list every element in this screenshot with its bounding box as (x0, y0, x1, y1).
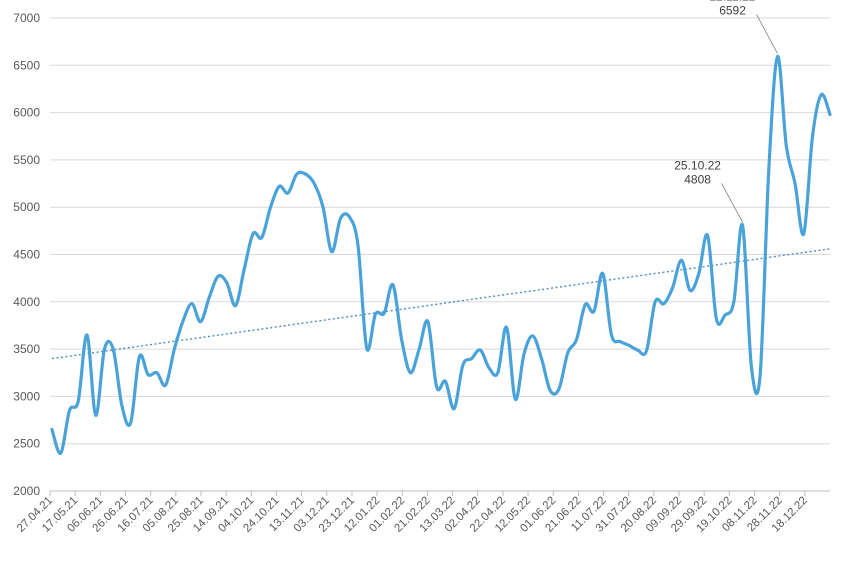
y-tick-label: 6000 (13, 106, 40, 120)
series-line-price (50, 54, 832, 455)
y-tick-label: 3500 (13, 342, 40, 356)
annotation-value-label: 4808 (684, 172, 711, 186)
series-group (50, 54, 832, 455)
y-tick-label: 2000 (13, 484, 40, 498)
annotation-date-label: 22.11.22 (710, 0, 756, 4)
y-tick-label: 3000 (13, 389, 40, 403)
annotation-date-label: 25.10.22 (674, 158, 721, 172)
annotation-leader (721, 183, 743, 223)
y-tick-label: 6500 (13, 58, 40, 72)
y-tick-label: 7000 (13, 11, 40, 25)
y-tick-label: 4000 (13, 295, 40, 309)
gridlines (50, 17, 830, 445)
trendline (51, 248, 831, 360)
y-tick-label: 2500 (13, 437, 40, 451)
y-tick-label: 4500 (13, 248, 40, 262)
y-tick-label: 5000 (13, 200, 40, 214)
y-tick-label: 5500 (13, 153, 40, 167)
x-axis: 27.04.2117.05.2106.06.2126.06.2116.07.21… (15, 490, 830, 535)
y-axis: 2000 2500 3000 3500 4000 4500 5000 5500 6000 6500… (13, 11, 40, 498)
annotation-leader (756, 14, 778, 54)
trendline-group (51, 248, 831, 360)
annotation-value-label: 6592 (719, 4, 746, 18)
